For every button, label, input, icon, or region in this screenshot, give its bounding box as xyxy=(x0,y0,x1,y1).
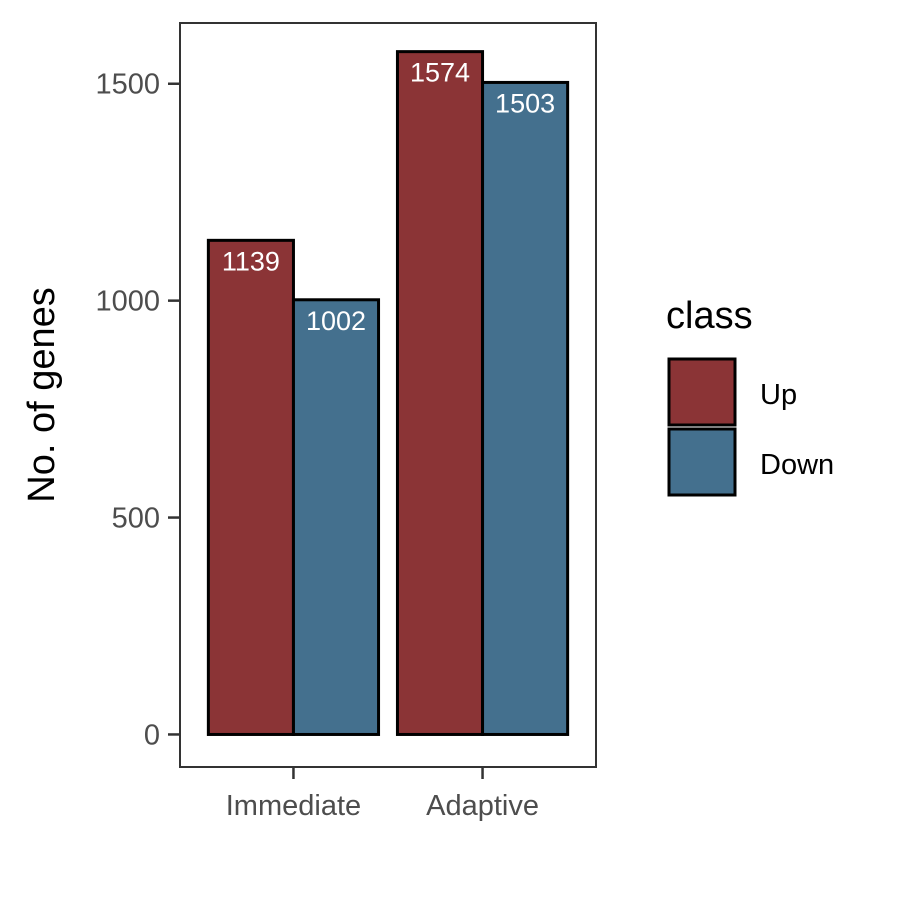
x-axis: Immediate Adaptive xyxy=(226,767,539,822)
y-axis-title: No. of genes xyxy=(21,287,63,502)
legend-key-down xyxy=(667,427,737,497)
legend: class Up Down xyxy=(666,295,834,497)
legend-label-down: Down xyxy=(760,449,834,481)
bar-value-label: 1002 xyxy=(306,306,366,336)
bars xyxy=(206,50,570,736)
bar xyxy=(395,50,485,736)
x-tick-label: Adaptive xyxy=(426,790,539,822)
legend-key-up xyxy=(667,357,737,427)
bar-value-label: 1574 xyxy=(410,58,470,88)
y-axis: 0 500 1000 1500 xyxy=(95,69,180,751)
bar xyxy=(481,80,570,736)
legend-items: Up Down xyxy=(667,357,834,497)
y-tick-label: 0 xyxy=(144,719,160,751)
bar xyxy=(206,238,295,736)
bar xyxy=(291,298,381,736)
bar-labels: 1139 1574 1002 1503 xyxy=(222,58,555,336)
bar-value-label: 1503 xyxy=(495,88,555,118)
legend-title: class xyxy=(666,295,753,337)
y-tick-label: 1500 xyxy=(95,69,160,101)
y-tick-label: 1000 xyxy=(95,286,160,318)
legend-label-up: Up xyxy=(760,379,797,411)
x-tick-label: Immediate xyxy=(226,790,361,822)
y-tick-label: 500 xyxy=(112,503,160,535)
bar-value-label: 1139 xyxy=(222,246,280,276)
